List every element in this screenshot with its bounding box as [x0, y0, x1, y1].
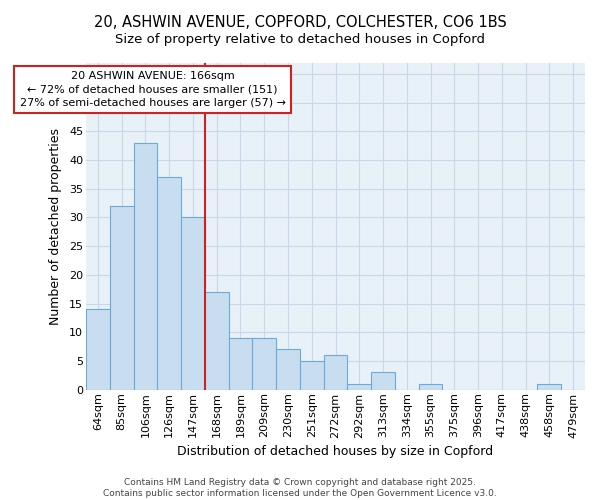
Text: Contains HM Land Registry data © Crown copyright and database right 2025.
Contai: Contains HM Land Registry data © Crown c… [103, 478, 497, 498]
Bar [110, 206, 134, 390]
Bar [347, 384, 371, 390]
Bar [300, 361, 323, 390]
Text: 20 ASHWIN AVENUE: 166sqm
← 72% of detached houses are smaller (151)
27% of semi-: 20 ASHWIN AVENUE: 166sqm ← 72% of detach… [20, 71, 286, 108]
Bar [253, 338, 276, 390]
Bar [134, 143, 157, 390]
Text: Size of property relative to detached houses in Copford: Size of property relative to detached ho… [115, 32, 485, 46]
Bar [538, 384, 561, 390]
Bar [323, 355, 347, 390]
Bar [229, 338, 253, 390]
Bar [86, 310, 110, 390]
X-axis label: Distribution of detached houses by size in Copford: Distribution of detached houses by size … [178, 444, 494, 458]
Bar [419, 384, 442, 390]
Bar [181, 218, 205, 390]
Bar [276, 350, 300, 390]
Bar [205, 292, 229, 390]
Text: 20, ASHWIN AVENUE, COPFORD, COLCHESTER, CO6 1BS: 20, ASHWIN AVENUE, COPFORD, COLCHESTER, … [94, 15, 506, 30]
Y-axis label: Number of detached properties: Number of detached properties [49, 128, 62, 324]
Bar [371, 372, 395, 390]
Bar [157, 178, 181, 390]
